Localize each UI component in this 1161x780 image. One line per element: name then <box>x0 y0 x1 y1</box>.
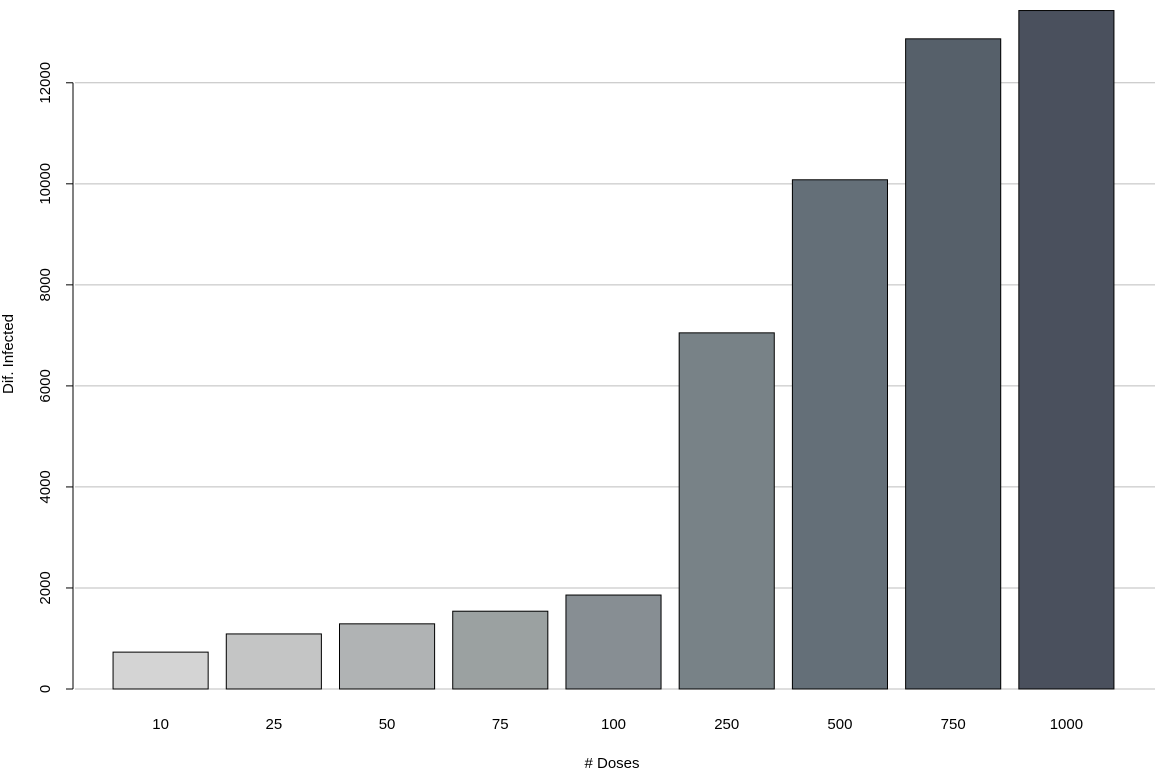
x-tick-label: 500 <box>827 716 852 733</box>
y-axis-label: Dif. Infected <box>0 314 17 394</box>
x-tick-label: 25 <box>265 716 282 733</box>
bar <box>678 332 775 690</box>
y-tick-label: 12000 <box>37 62 54 104</box>
x-tick-label: 75 <box>492 716 509 733</box>
bar <box>905 38 1002 690</box>
x-tick-label: 750 <box>941 716 966 733</box>
y-tick-label: 2000 <box>37 571 54 604</box>
x-tick-label: 100 <box>601 716 626 733</box>
x-axis-label: # Doses <box>584 755 639 772</box>
bar <box>791 179 888 690</box>
bar <box>339 623 436 690</box>
y-tick-label: 0 <box>37 685 54 693</box>
x-tick-label: 50 <box>379 716 396 733</box>
y-tick-label: 10000 <box>37 163 54 205</box>
y-tick-label: 6000 <box>37 369 54 402</box>
x-tick-label: 1000 <box>1050 716 1083 733</box>
x-tick-label: 250 <box>714 716 739 733</box>
bar <box>112 651 209 690</box>
bar <box>452 610 549 690</box>
y-tick-label: 4000 <box>37 470 54 503</box>
y-tick-label: 8000 <box>37 268 54 301</box>
x-tick-label: 10 <box>152 716 169 733</box>
bar <box>225 633 322 690</box>
bar <box>565 594 662 690</box>
bar <box>1018 10 1115 690</box>
